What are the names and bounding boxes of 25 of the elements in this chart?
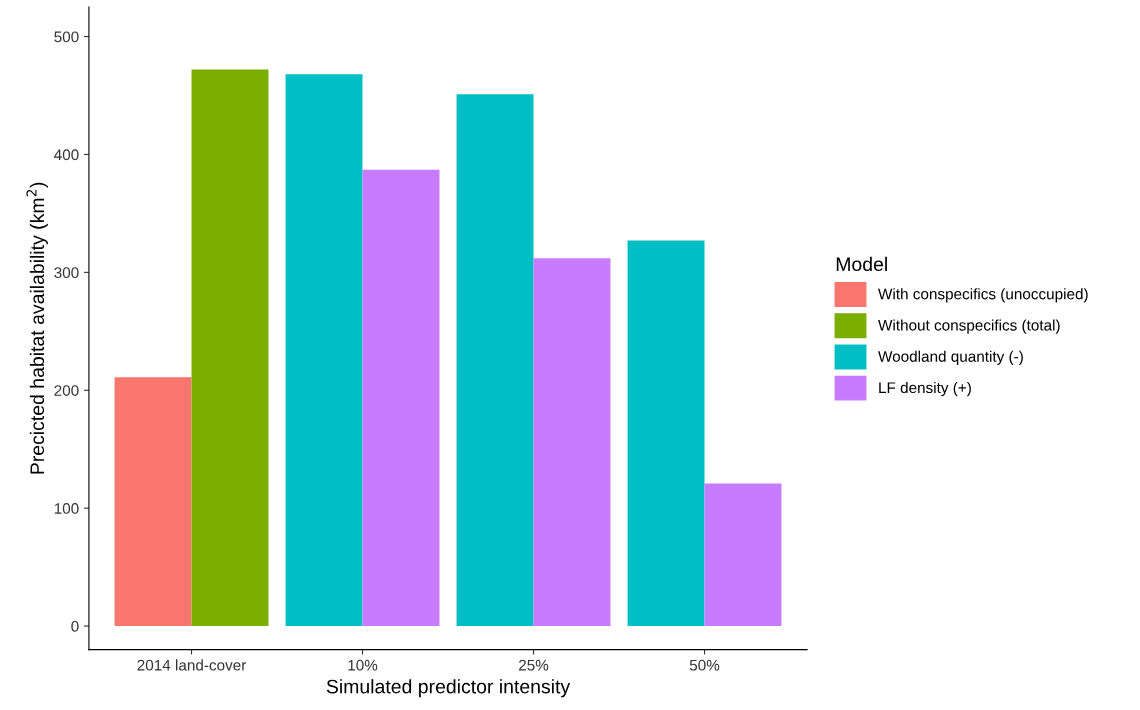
x-tick-label: 50% (689, 659, 720, 671)
legend-title: Model (836, 256, 887, 272)
bar (704, 483, 782, 627)
y-tick-label: 500 (54, 31, 79, 43)
bar (362, 169, 440, 627)
bar (285, 74, 363, 627)
y-tick-label: 400 (54, 149, 79, 161)
legend-label: LF density (+) (879, 381, 971, 397)
legend-label: Without conspecifics (total) (878, 319, 1060, 334)
x-tick-label: 25% (519, 659, 549, 671)
bar (114, 377, 192, 627)
x-axis-title: Simulated predictor intensity (326, 679, 571, 698)
y-tick-label: 100 (54, 503, 79, 514)
y-tick-label: 0 (71, 620, 79, 632)
x-tick-label: 10% (348, 659, 378, 671)
bar (533, 258, 611, 627)
y-tick-label: 300 (54, 267, 79, 279)
bar (191, 69, 269, 627)
bar (627, 240, 705, 627)
legend-label: With conspecifics (unoccupied) (878, 288, 1088, 303)
bar (456, 94, 534, 627)
legend-label: Woodland quantity (-) (878, 350, 1023, 365)
x-tick-label: 2014 land-cover (137, 659, 247, 671)
y-axis-title: Precicted habitat availability (km$^{2}$) (26, 182, 48, 474)
y-tick-label: 200 (54, 385, 79, 396)
